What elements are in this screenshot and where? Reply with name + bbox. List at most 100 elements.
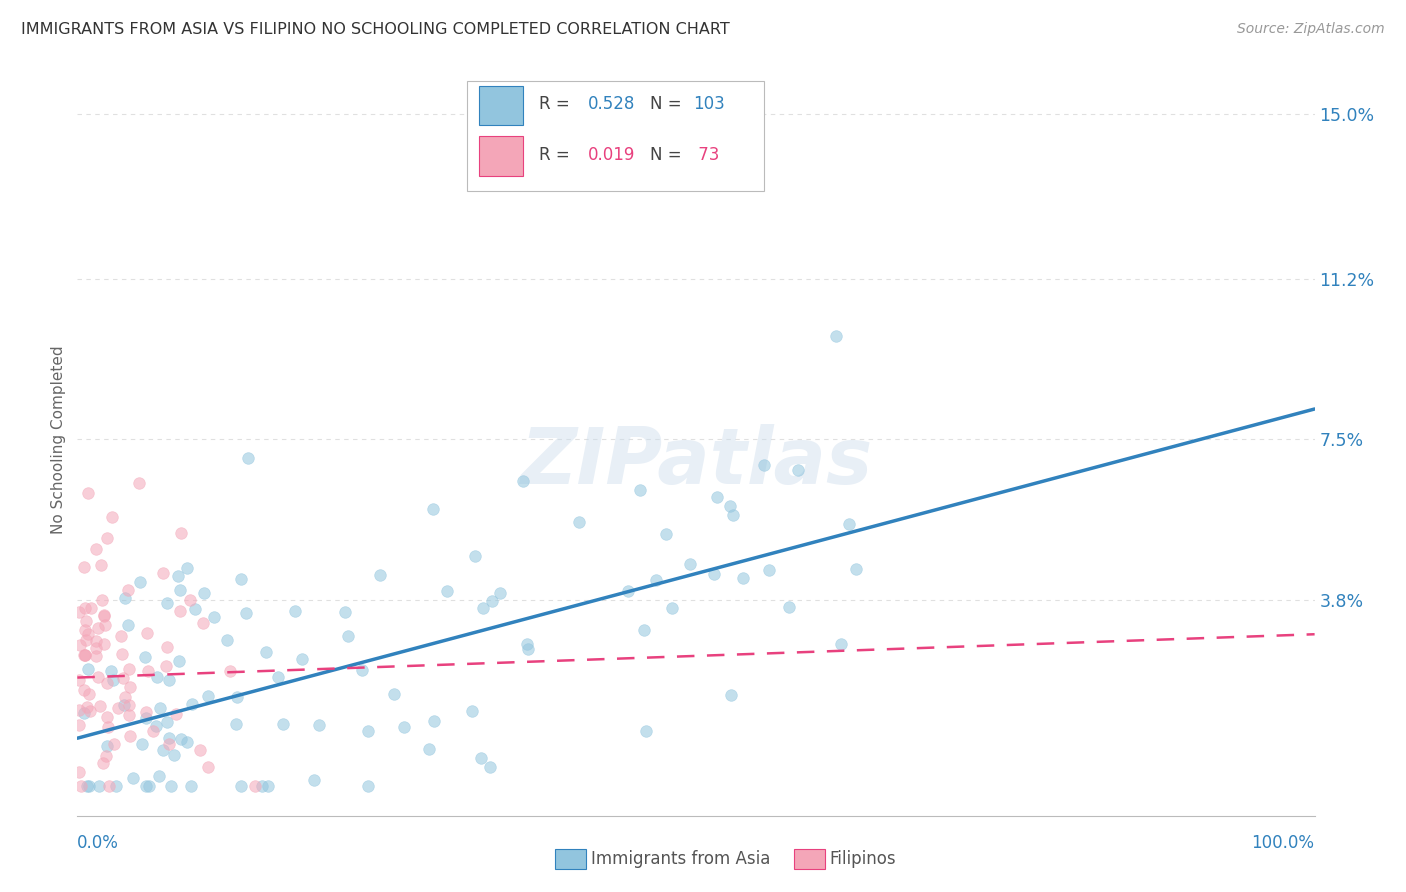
Point bbox=[93, 609, 115, 624]
Point bbox=[257, 779, 280, 793]
Point bbox=[84, 541, 107, 556]
Point bbox=[135, 711, 157, 725]
Point bbox=[830, 637, 852, 651]
Point bbox=[75, 633, 97, 648]
FancyBboxPatch shape bbox=[467, 81, 763, 191]
Text: Source: ZipAtlas.com: Source: ZipAtlas.com bbox=[1237, 22, 1385, 37]
Point bbox=[91, 593, 114, 607]
Point bbox=[163, 748, 186, 763]
Point bbox=[129, 574, 152, 589]
Point bbox=[156, 640, 179, 655]
Point bbox=[118, 662, 141, 676]
Point bbox=[91, 756, 114, 770]
Point bbox=[169, 583, 191, 598]
Point bbox=[225, 690, 247, 704]
Point bbox=[114, 690, 136, 705]
Point bbox=[179, 593, 201, 607]
Point bbox=[188, 743, 211, 757]
Point bbox=[79, 687, 101, 701]
Point bbox=[516, 637, 538, 651]
Point bbox=[156, 714, 179, 729]
Point bbox=[718, 499, 741, 513]
Text: 0.0%: 0.0% bbox=[77, 833, 120, 852]
Point bbox=[517, 641, 540, 656]
Point bbox=[464, 549, 486, 564]
Point bbox=[67, 703, 90, 717]
Point bbox=[96, 531, 118, 545]
Point bbox=[138, 779, 160, 793]
Point bbox=[67, 718, 90, 732]
Point bbox=[180, 779, 202, 793]
Point bbox=[169, 731, 191, 746]
Point bbox=[436, 584, 458, 599]
Point bbox=[166, 568, 188, 582]
Point bbox=[333, 605, 356, 619]
Point bbox=[197, 690, 219, 704]
Text: 0.019: 0.019 bbox=[588, 146, 636, 164]
Point bbox=[461, 704, 484, 718]
Point bbox=[284, 604, 307, 618]
Point bbox=[786, 463, 808, 477]
Point bbox=[149, 701, 172, 715]
Point bbox=[79, 704, 101, 718]
Text: 73: 73 bbox=[693, 146, 720, 164]
Point bbox=[219, 664, 242, 678]
Point bbox=[118, 698, 141, 713]
Point bbox=[478, 760, 501, 774]
Point bbox=[107, 701, 129, 715]
Point bbox=[77, 663, 100, 677]
Point bbox=[128, 475, 150, 490]
Point bbox=[94, 749, 117, 764]
Point bbox=[77, 485, 100, 500]
Point bbox=[100, 665, 122, 679]
Point bbox=[73, 648, 96, 662]
Point bbox=[181, 698, 204, 712]
Point bbox=[135, 779, 157, 793]
Point bbox=[134, 649, 156, 664]
FancyBboxPatch shape bbox=[479, 86, 523, 125]
Point bbox=[72, 706, 94, 721]
Point bbox=[89, 698, 111, 713]
Point bbox=[155, 659, 177, 673]
Point bbox=[243, 779, 266, 793]
Point bbox=[69, 638, 91, 652]
Point bbox=[176, 734, 198, 748]
Point bbox=[67, 673, 90, 687]
Point bbox=[215, 633, 238, 648]
Point bbox=[96, 710, 118, 724]
Point bbox=[231, 572, 253, 586]
Point bbox=[117, 582, 139, 597]
Text: 103: 103 bbox=[693, 95, 725, 113]
Point bbox=[118, 729, 141, 743]
Point bbox=[169, 604, 191, 618]
Point bbox=[837, 517, 859, 532]
Point bbox=[636, 724, 658, 739]
Y-axis label: No Schooling Completed: No Schooling Completed bbox=[51, 345, 66, 533]
Point bbox=[75, 648, 97, 662]
Point bbox=[184, 601, 207, 615]
Point bbox=[703, 567, 725, 582]
Point bbox=[731, 571, 754, 585]
Point bbox=[267, 670, 290, 684]
Point bbox=[167, 654, 190, 668]
Point bbox=[67, 764, 90, 779]
Point bbox=[122, 771, 145, 785]
Point bbox=[238, 450, 260, 465]
Point bbox=[135, 705, 157, 719]
Point bbox=[229, 779, 252, 793]
Point bbox=[471, 601, 494, 615]
Point bbox=[72, 560, 94, 574]
Text: ZIPatlas: ZIPatlas bbox=[520, 424, 872, 500]
Point bbox=[679, 557, 702, 571]
Point bbox=[202, 610, 225, 624]
Point bbox=[96, 676, 118, 690]
Point bbox=[118, 707, 141, 722]
Point bbox=[96, 739, 118, 753]
Point bbox=[93, 608, 115, 623]
Point bbox=[723, 508, 745, 523]
Point bbox=[758, 563, 780, 577]
Point bbox=[250, 779, 273, 793]
Point bbox=[152, 743, 174, 757]
Point bbox=[628, 483, 651, 497]
Point bbox=[157, 731, 180, 745]
